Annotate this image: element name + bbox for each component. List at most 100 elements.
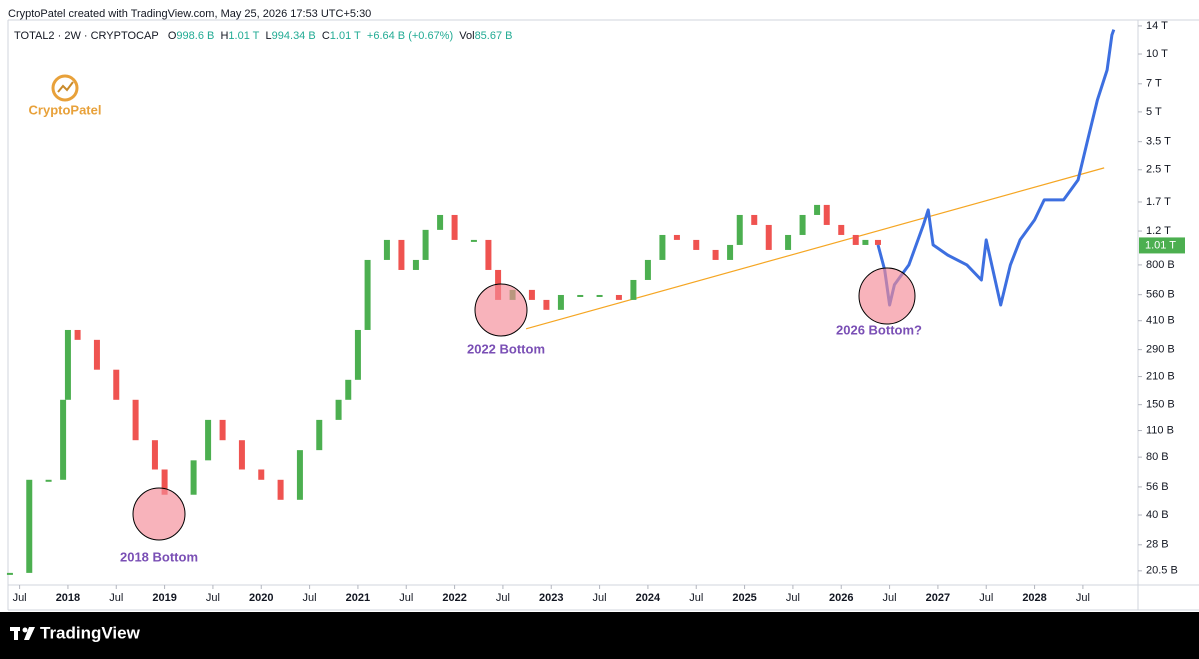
logo-icon <box>51 74 79 102</box>
x-tick-label: 2028 <box>1022 592 1046 604</box>
candle <box>485 239 492 270</box>
candle <box>258 469 265 480</box>
candle <box>398 239 405 270</box>
candle <box>132 399 139 441</box>
candle <box>644 259 651 280</box>
y-tick-label: 80 B <box>1146 451 1169 463</box>
candle <box>64 329 71 400</box>
candle <box>219 419 226 441</box>
x-tick-label: Jul <box>496 592 510 604</box>
candle <box>190 460 197 495</box>
candle <box>437 214 444 230</box>
ohlc-label: L <box>265 30 272 42</box>
x-tick-label: Jul <box>786 592 800 604</box>
candle <box>335 399 342 420</box>
candle <box>383 239 390 260</box>
candle <box>659 234 666 260</box>
y-tick-label: 560 B <box>1146 289 1175 301</box>
annotation-label: 2026 Bottom? <box>836 322 922 337</box>
y-tick-label: 7 T <box>1146 78 1162 90</box>
y-tick-label: 3.5 T <box>1146 136 1171 148</box>
candle <box>736 214 743 245</box>
candle <box>838 224 845 235</box>
x-tick-label: 2021 <box>346 592 370 604</box>
candle <box>45 479 52 482</box>
x-tick-label: 2020 <box>249 592 273 604</box>
x-tick-label: Jul <box>303 592 317 604</box>
x-tick-label: Jul <box>206 592 220 604</box>
candle <box>630 279 637 300</box>
x-tick-label: Jul <box>13 592 27 604</box>
y-tick-label: 20.5 B <box>1146 565 1178 577</box>
x-tick-label: 2026 <box>829 592 853 604</box>
ohlc-label: O <box>167 30 177 42</box>
volume-label: Vol <box>459 30 475 42</box>
y-tick-label: 800 B <box>1146 259 1175 271</box>
last-price-box <box>1139 237 1185 254</box>
candle <box>765 224 772 250</box>
candle <box>238 440 245 470</box>
candle <box>113 369 120 400</box>
annotation-circle <box>132 487 186 541</box>
candle <box>673 234 680 240</box>
x-tick-label: 2024 <box>636 592 661 604</box>
y-tick-label: 410 B <box>1146 315 1175 327</box>
candle <box>412 259 419 270</box>
legend: TOTAL2 · 2W · CRYPTOCAP O998.6 B H1.01 T… <box>14 30 512 42</box>
candle <box>693 239 700 250</box>
candle <box>277 479 284 500</box>
candle <box>862 239 869 245</box>
candle <box>577 294 584 297</box>
symbol: TOTAL2 · 2W · CRYPTOCAP <box>14 30 159 42</box>
x-tick-label: 2023 <box>539 592 563 604</box>
y-tick-label: 290 B <box>1146 344 1175 356</box>
candle <box>615 294 622 300</box>
x-tick-label: 2022 <box>442 592 466 604</box>
y-tick-label: 14 T <box>1146 20 1168 32</box>
candle <box>161 469 168 495</box>
annotation-circle <box>858 267 916 325</box>
projection-line <box>876 29 1116 307</box>
candle <box>596 294 603 297</box>
ohlc-value: 994.34 B <box>271 30 316 42</box>
candle <box>528 289 535 300</box>
candle <box>345 379 352 400</box>
x-tick-label: Jul <box>399 592 413 604</box>
candle <box>26 479 33 573</box>
logo-text: CryptoPatel <box>29 102 102 117</box>
annotation-circle <box>474 283 528 337</box>
x-tick-label: Jul <box>883 592 897 604</box>
y-tick-label: 1.2 T <box>1146 225 1171 237</box>
ohlc-label: C <box>321 30 330 42</box>
candle <box>93 339 100 370</box>
candle <box>470 239 477 242</box>
candle <box>727 244 734 260</box>
change: +6.64 B (+0.67%) <box>366 30 454 42</box>
candle <box>296 450 303 500</box>
candle <box>751 214 758 225</box>
candle <box>151 440 158 470</box>
candle <box>205 419 212 461</box>
footer-bar <box>0 612 1199 659</box>
annotation-label: 2022 Bottom <box>467 341 545 356</box>
x-tick-label: 2027 <box>926 592 950 604</box>
trendline <box>525 167 1105 330</box>
candle <box>364 259 371 330</box>
candle <box>814 204 821 215</box>
ohlc-value: 998.6 B <box>176 30 215 42</box>
y-tick-label: 5 T <box>1146 106 1162 118</box>
ohlc-value: 1.01 T <box>329 30 361 42</box>
candle <box>799 214 806 235</box>
ohlc-value: 1.01 T <box>228 30 260 42</box>
x-tick-label: 2018 <box>56 592 80 604</box>
candle <box>712 249 719 260</box>
y-tick-label: 56 B <box>1146 481 1169 493</box>
x-tick-label: Jul <box>109 592 123 604</box>
header: CryptoPatel created with TradingView.com… <box>8 8 372 20</box>
ohlc-label: H <box>220 30 229 42</box>
candle <box>6 572 13 575</box>
y-tick-label: 210 B <box>1146 370 1175 382</box>
last-price-label: 1.01 T <box>1145 239 1176 251</box>
candle <box>543 299 550 310</box>
